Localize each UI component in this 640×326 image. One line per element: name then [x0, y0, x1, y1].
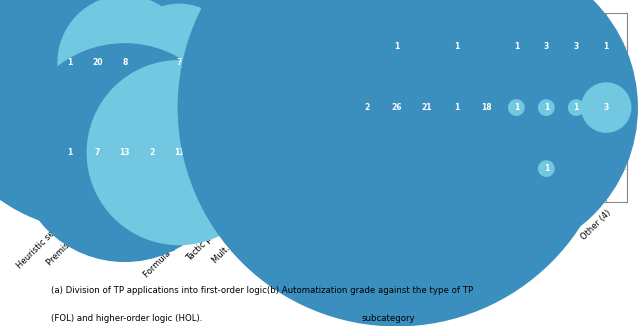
Point — [421, 105, 431, 110]
Point — [65, 150, 76, 155]
Text: 18: 18 — [481, 103, 492, 112]
Text: 2: 2 — [364, 103, 369, 112]
Text: 3: 3 — [604, 103, 609, 112]
Point — [120, 60, 130, 65]
Text: 21: 21 — [421, 103, 432, 112]
Point — [541, 105, 552, 110]
Point — [571, 105, 581, 110]
Point — [256, 150, 266, 155]
Text: 1: 1 — [604, 42, 609, 51]
Text: 2: 2 — [149, 148, 155, 157]
Point — [392, 105, 402, 110]
Text: 13: 13 — [120, 148, 130, 157]
Text: 1: 1 — [573, 103, 579, 112]
Text: 1: 1 — [544, 103, 549, 112]
Point — [92, 60, 102, 65]
Text: 1: 1 — [394, 42, 399, 51]
Text: 4: 4 — [285, 148, 291, 157]
Point — [174, 150, 184, 155]
Text: 1: 1 — [454, 103, 459, 112]
Text: 7: 7 — [177, 58, 182, 67]
Text: (a) Division of TP applications into first-order logic(b) Automatization grade a: (a) Division of TP applications into fir… — [51, 286, 474, 295]
Point — [511, 105, 522, 110]
Point — [362, 105, 372, 110]
Point — [601, 44, 611, 49]
Point — [283, 150, 293, 155]
Point — [601, 105, 611, 110]
Point — [174, 60, 184, 65]
Point — [120, 150, 130, 155]
Text: subcategory: subcategory — [362, 314, 415, 323]
Text: 5: 5 — [259, 148, 264, 157]
Point — [511, 44, 522, 49]
Text: 26: 26 — [391, 103, 402, 112]
Text: 20: 20 — [92, 58, 103, 67]
Text: 1: 1 — [68, 58, 73, 67]
Point — [541, 166, 552, 171]
Point — [541, 44, 552, 49]
Point — [228, 150, 239, 155]
Text: 3: 3 — [573, 42, 579, 51]
Text: 4: 4 — [231, 148, 236, 157]
Text: 1: 1 — [68, 148, 73, 157]
Point — [451, 105, 461, 110]
Text: 1: 1 — [454, 42, 459, 51]
Text: 1: 1 — [514, 42, 519, 51]
Text: 2: 2 — [204, 58, 209, 67]
Text: 7: 7 — [95, 148, 100, 157]
Point — [202, 60, 212, 65]
Point — [147, 150, 157, 155]
Point — [392, 44, 402, 49]
Text: (FOL) and higher-order logic (HOL).: (FOL) and higher-order logic (HOL). — [51, 314, 203, 323]
Text: 1: 1 — [514, 103, 519, 112]
Text: 1: 1 — [544, 164, 549, 173]
Text: 11: 11 — [174, 148, 184, 157]
Point — [481, 105, 492, 110]
Point — [65, 60, 76, 65]
Point — [92, 150, 102, 155]
Text: 8: 8 — [122, 58, 127, 67]
Point — [571, 44, 581, 49]
Point — [451, 44, 461, 49]
Text: 3: 3 — [544, 42, 549, 51]
